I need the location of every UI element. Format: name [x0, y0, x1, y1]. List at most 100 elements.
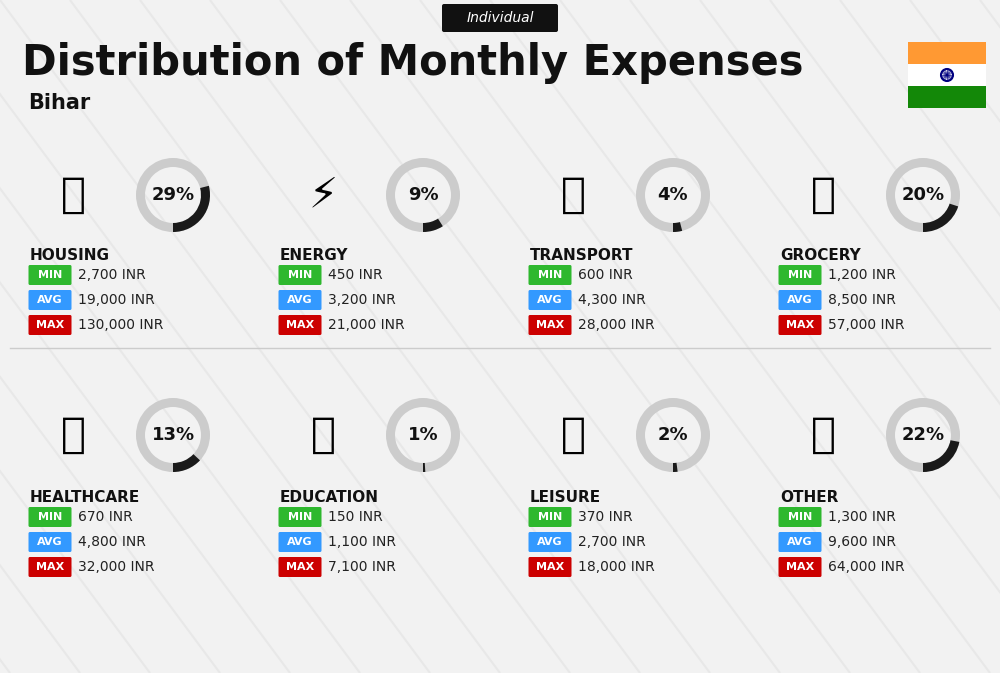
- FancyBboxPatch shape: [908, 86, 986, 108]
- Text: 2,700 INR: 2,700 INR: [78, 268, 146, 282]
- Text: 57,000 INR: 57,000 INR: [828, 318, 904, 332]
- Text: 🏢: 🏢: [60, 174, 86, 216]
- FancyBboxPatch shape: [442, 4, 558, 32]
- FancyBboxPatch shape: [28, 557, 72, 577]
- FancyBboxPatch shape: [778, 290, 822, 310]
- Text: AVG: AVG: [287, 537, 313, 547]
- FancyBboxPatch shape: [528, 532, 572, 552]
- Text: 150 INR: 150 INR: [328, 510, 383, 524]
- Text: ENERGY: ENERGY: [280, 248, 349, 262]
- Text: 1,100 INR: 1,100 INR: [328, 535, 396, 549]
- Text: MIN: MIN: [788, 270, 812, 280]
- Wedge shape: [173, 186, 210, 232]
- Text: MAX: MAX: [286, 320, 314, 330]
- Text: 64,000 INR: 64,000 INR: [828, 560, 905, 574]
- Text: MIN: MIN: [288, 512, 312, 522]
- FancyBboxPatch shape: [278, 315, 322, 335]
- Text: AVG: AVG: [787, 537, 813, 547]
- FancyBboxPatch shape: [528, 507, 572, 527]
- Wedge shape: [886, 158, 960, 232]
- Text: AVG: AVG: [787, 295, 813, 305]
- FancyBboxPatch shape: [778, 557, 822, 577]
- Wedge shape: [423, 219, 443, 232]
- Wedge shape: [923, 440, 959, 472]
- FancyBboxPatch shape: [278, 507, 322, 527]
- FancyBboxPatch shape: [28, 315, 72, 335]
- Text: MIN: MIN: [538, 270, 562, 280]
- FancyBboxPatch shape: [528, 265, 572, 285]
- FancyBboxPatch shape: [28, 265, 72, 285]
- Wedge shape: [136, 398, 210, 472]
- Text: MIN: MIN: [38, 270, 62, 280]
- Text: MAX: MAX: [36, 320, 64, 330]
- Text: 💰: 💰: [810, 414, 836, 456]
- Wedge shape: [673, 463, 678, 472]
- Text: Bihar: Bihar: [28, 93, 90, 113]
- Text: 7,100 INR: 7,100 INR: [328, 560, 396, 574]
- FancyBboxPatch shape: [28, 532, 72, 552]
- FancyBboxPatch shape: [528, 557, 572, 577]
- Text: 2,700 INR: 2,700 INR: [578, 535, 646, 549]
- FancyBboxPatch shape: [28, 290, 72, 310]
- FancyBboxPatch shape: [778, 507, 822, 527]
- Text: OTHER: OTHER: [780, 489, 838, 505]
- Text: 20%: 20%: [901, 186, 945, 204]
- Text: MAX: MAX: [536, 562, 564, 572]
- Text: AVG: AVG: [37, 537, 63, 547]
- Text: MAX: MAX: [286, 562, 314, 572]
- Text: 4,300 INR: 4,300 INR: [578, 293, 646, 307]
- Text: MIN: MIN: [788, 512, 812, 522]
- Wedge shape: [636, 398, 710, 472]
- FancyBboxPatch shape: [278, 557, 322, 577]
- Text: 600 INR: 600 INR: [578, 268, 633, 282]
- Text: HEALTHCARE: HEALTHCARE: [30, 489, 140, 505]
- Text: 130,000 INR: 130,000 INR: [78, 318, 163, 332]
- Text: MAX: MAX: [786, 320, 814, 330]
- Text: 🛒: 🛒: [810, 174, 836, 216]
- Text: MAX: MAX: [536, 320, 564, 330]
- Text: 2%: 2%: [658, 426, 688, 444]
- Text: AVG: AVG: [287, 295, 313, 305]
- Text: 370 INR: 370 INR: [578, 510, 633, 524]
- FancyBboxPatch shape: [528, 290, 572, 310]
- Text: HOUSING: HOUSING: [30, 248, 110, 262]
- Text: 18,000 INR: 18,000 INR: [578, 560, 655, 574]
- Text: 🚌: 🚌: [560, 174, 586, 216]
- FancyBboxPatch shape: [278, 290, 322, 310]
- Text: AVG: AVG: [537, 537, 563, 547]
- Text: 28,000 INR: 28,000 INR: [578, 318, 655, 332]
- Text: Individual: Individual: [466, 11, 534, 25]
- Text: 9,600 INR: 9,600 INR: [828, 535, 896, 549]
- Wedge shape: [386, 158, 460, 232]
- FancyBboxPatch shape: [778, 265, 822, 285]
- Wedge shape: [886, 398, 960, 472]
- Wedge shape: [673, 222, 682, 232]
- Text: 1,300 INR: 1,300 INR: [828, 510, 896, 524]
- Text: 🛍: 🛍: [560, 414, 586, 456]
- Text: 1%: 1%: [408, 426, 438, 444]
- FancyBboxPatch shape: [908, 64, 986, 86]
- Text: MIN: MIN: [38, 512, 62, 522]
- FancyBboxPatch shape: [278, 532, 322, 552]
- Text: 1,200 INR: 1,200 INR: [828, 268, 896, 282]
- Text: 450 INR: 450 INR: [328, 268, 383, 282]
- Wedge shape: [636, 158, 710, 232]
- FancyBboxPatch shape: [28, 507, 72, 527]
- Text: AVG: AVG: [37, 295, 63, 305]
- Wedge shape: [173, 454, 200, 472]
- Text: 4,800 INR: 4,800 INR: [78, 535, 146, 549]
- Wedge shape: [423, 463, 425, 472]
- Text: EDUCATION: EDUCATION: [280, 489, 379, 505]
- Text: 4%: 4%: [658, 186, 688, 204]
- Wedge shape: [136, 158, 210, 232]
- FancyBboxPatch shape: [278, 265, 322, 285]
- Text: 29%: 29%: [151, 186, 195, 204]
- Wedge shape: [386, 398, 460, 472]
- Text: 9%: 9%: [408, 186, 438, 204]
- FancyBboxPatch shape: [778, 315, 822, 335]
- Text: 8,500 INR: 8,500 INR: [828, 293, 896, 307]
- Text: 🏥: 🏥: [60, 414, 86, 456]
- Text: AVG: AVG: [537, 295, 563, 305]
- Text: MIN: MIN: [538, 512, 562, 522]
- Wedge shape: [923, 204, 958, 232]
